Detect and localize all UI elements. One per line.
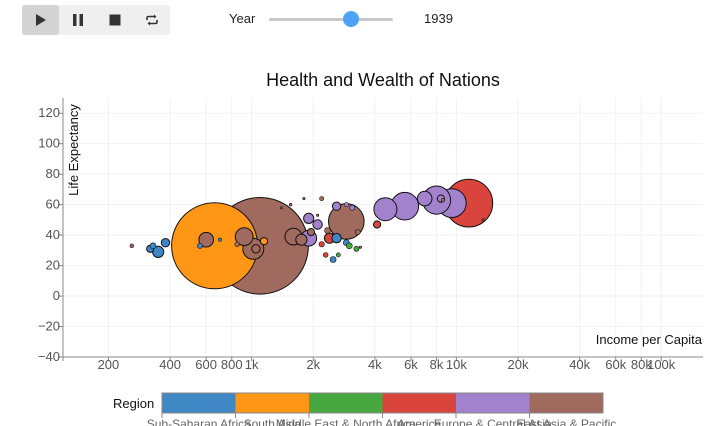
- y-tick-label: 0: [53, 288, 60, 303]
- slider-track[interactable]: [269, 18, 393, 21]
- playback-toolbar: [22, 5, 170, 35]
- play-icon: [35, 14, 46, 26]
- repeat-button[interactable]: [133, 5, 170, 35]
- bubble[interactable]: [353, 245, 360, 252]
- y-tick-label: 100: [38, 136, 60, 151]
- bubble[interactable]: [217, 237, 222, 242]
- bubble[interactable]: [324, 227, 331, 234]
- legend-label: Europe & Central Asia: [434, 417, 552, 426]
- x-tick-label: 600: [195, 357, 217, 372]
- y-tick-label: 80: [46, 166, 60, 181]
- x-tick-label: 800: [221, 357, 243, 372]
- play-button[interactable]: [22, 5, 59, 35]
- bubble[interactable]: [295, 233, 308, 246]
- bubble[interactable]: [416, 190, 433, 207]
- bubble[interactable]: [345, 242, 353, 250]
- x-tick-label: 20k: [508, 357, 529, 372]
- bubble[interactable]: [279, 206, 283, 210]
- y-tick-label: 120: [38, 105, 60, 120]
- x-tick-label: 2k: [306, 357, 320, 372]
- x-tick-label: 40k: [569, 357, 590, 372]
- pause-icon: [72, 14, 83, 26]
- legend-swatch[interactable]: [235, 393, 310, 413]
- bubble[interactable]: [331, 233, 342, 244]
- bubble[interactable]: [160, 238, 171, 248]
- year-slider[interactable]: [269, 10, 393, 28]
- legend-border: [161, 392, 604, 414]
- bubble[interactable]: [129, 243, 135, 249]
- legend-label: East Asia & Pacific: [516, 417, 616, 426]
- pause-button[interactable]: [59, 5, 96, 35]
- x-tick-label: 4k: [368, 357, 382, 372]
- bubble[interactable]: [306, 228, 316, 237]
- bubble[interactable]: [318, 241, 325, 248]
- slider-thumb[interactable]: [343, 11, 359, 27]
- x-tick-label: 100k: [647, 357, 676, 372]
- bubble[interactable]: [259, 237, 269, 246]
- y-tick-label: −40: [38, 349, 60, 364]
- grid: [63, 98, 703, 358]
- chart-title: Health and Wealth of Nations: [266, 70, 500, 90]
- y-tick-label: 60: [46, 197, 60, 212]
- bubble[interactable]: [373, 220, 382, 229]
- year-label: Year: [229, 11, 256, 26]
- y-axis-title: Life Expectancy: [66, 104, 81, 196]
- legend-label: South Asia: [244, 417, 302, 426]
- bubble[interactable]: [329, 256, 337, 263]
- bubble[interactable]: [303, 212, 315, 224]
- bubble[interactable]: [198, 231, 214, 248]
- bubble[interactable]: [349, 204, 356, 211]
- bubble[interactable]: [331, 201, 342, 211]
- legend-swatch[interactable]: [456, 393, 530, 413]
- stop-button[interactable]: [96, 5, 133, 35]
- y-tick-label: −20: [38, 319, 60, 334]
- x-tick-label: 400: [159, 357, 181, 372]
- bubble[interactable]: [302, 197, 306, 201]
- x-tick-label: 60k: [605, 357, 626, 372]
- bubble[interactable]: [319, 196, 325, 201]
- bubble[interactable]: [234, 227, 254, 247]
- legend-swatch[interactable]: [382, 393, 457, 413]
- legend-swatch[interactable]: [309, 393, 383, 413]
- x-tick-label: 8k: [430, 357, 444, 372]
- bubble[interactable]: [197, 242, 203, 249]
- bubble[interactable]: [343, 202, 349, 207]
- bubble[interactable]: [358, 245, 362, 249]
- bubble[interactable]: [481, 218, 485, 222]
- legend-swatch[interactable]: [162, 393, 236, 413]
- bubble[interactable]: [234, 241, 240, 247]
- legend-label: Middle East & North Africa: [276, 417, 416, 426]
- legend-label: Sub-Saharan Africa: [147, 417, 251, 426]
- y-tick-label: 20: [46, 258, 60, 273]
- repeat-icon: [145, 14, 158, 26]
- x-axis-title: Income per Capita: [596, 332, 703, 347]
- bubble[interactable]: [440, 198, 446, 203]
- bubbles: [129, 178, 494, 295]
- legend-title: Region: [113, 396, 154, 411]
- x-tick-label: 10k: [446, 357, 467, 372]
- y-tick-label: 40: [46, 227, 60, 242]
- year-value: 1939: [424, 11, 453, 26]
- bubble[interactable]: [335, 252, 341, 258]
- x-tick-label: 80k: [631, 357, 652, 372]
- bubble[interactable]: [289, 203, 293, 207]
- bubble[interactable]: [354, 229, 361, 235]
- x-tick-label: 200: [98, 357, 120, 372]
- axes: −40 −20 0 20 40 60 80 100 120 200 400 600 800 1k 2k 4k 6…: [38, 98, 703, 372]
- x-tick-label: 6k: [404, 357, 418, 372]
- legend-swatch[interactable]: [529, 393, 604, 413]
- legend-label: America: [397, 417, 441, 426]
- stop-icon: [109, 14, 120, 26]
- bubble[interactable]: [251, 244, 261, 254]
- bubble[interactable]: [316, 213, 320, 217]
- bubble[interactable]: [373, 197, 398, 222]
- bubble[interactable]: [312, 219, 323, 230]
- bubble[interactable]: [149, 242, 157, 250]
- x-tick-label: 1k: [245, 357, 259, 372]
- bubble[interactable]: [323, 252, 329, 258]
